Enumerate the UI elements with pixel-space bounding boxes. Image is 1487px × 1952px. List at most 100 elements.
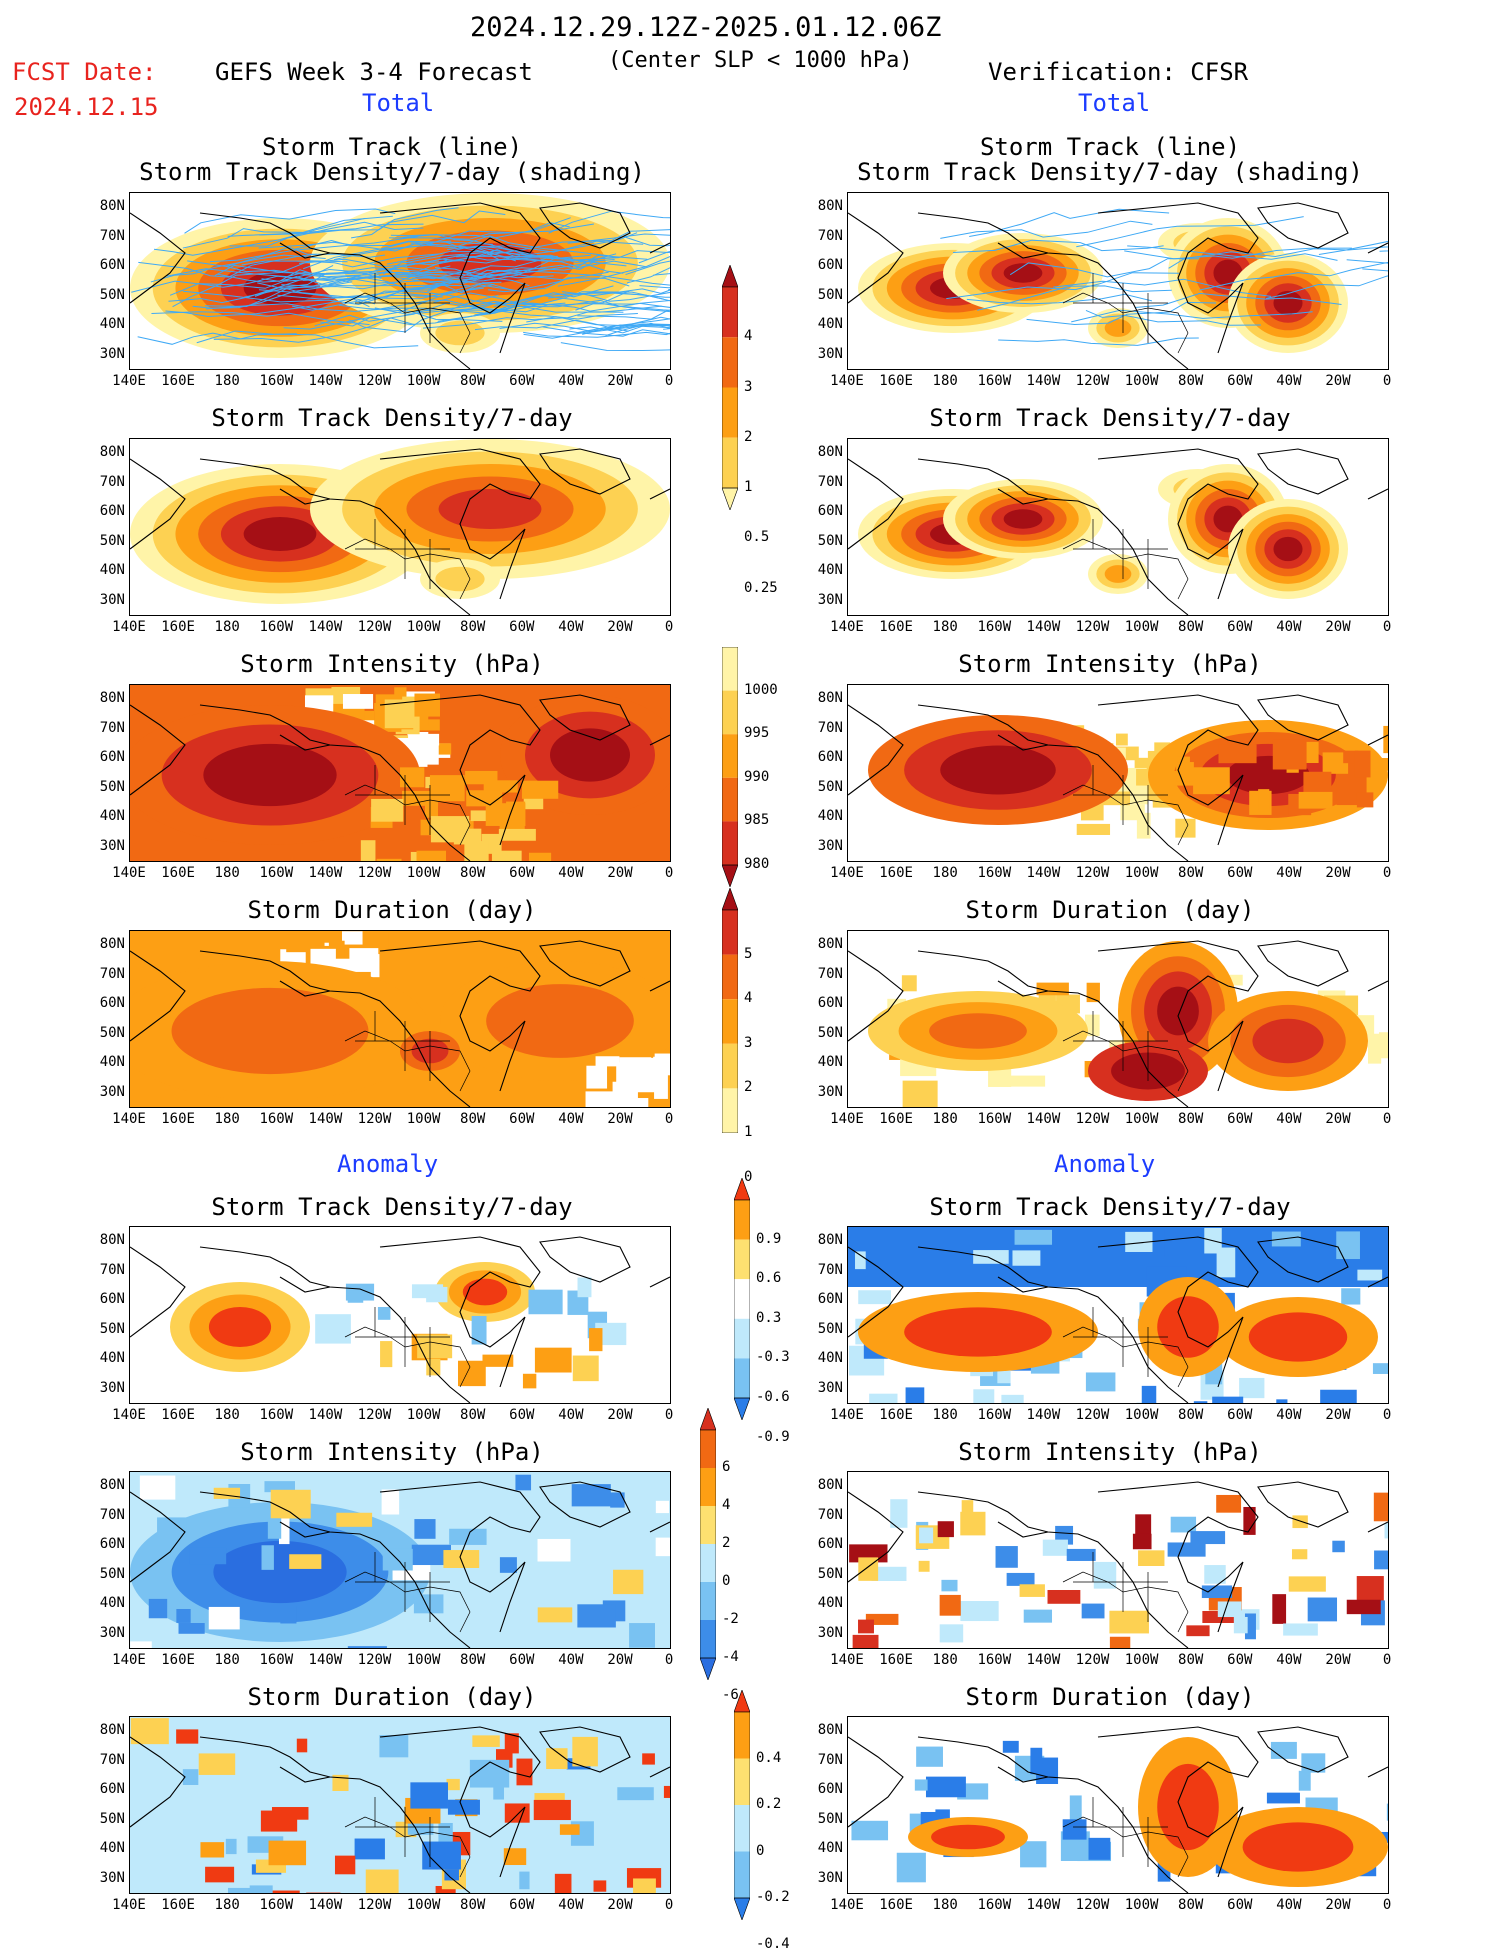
lat-tick-label: 70N	[803, 720, 843, 736]
lat-tick-label: 40N	[803, 1350, 843, 1366]
lon-tick-label: 180	[923, 619, 967, 635]
lon-tick-label: 100W	[1120, 865, 1164, 881]
lon-tick-label: 40W	[549, 1111, 593, 1127]
lon-tick-label: 100W	[1120, 1897, 1164, 1913]
lon-tick-label: 140E	[107, 1652, 151, 1668]
lon-tick-label: 140E	[825, 373, 869, 389]
lon-tick-label: 120W	[1071, 373, 1115, 389]
lon-tick-label: 80W	[1169, 1407, 1213, 1423]
lat-tick-label: 40N	[803, 1054, 843, 1070]
colorbar-tick-label: -0.6	[756, 1389, 790, 1405]
lon-tick-label: 20W	[1316, 373, 1360, 389]
lon-tick-label: 60W	[1218, 1897, 1262, 1913]
colorbar-tick-label: 0	[722, 1573, 730, 1589]
lat-tick-label: 80N	[85, 1722, 125, 1738]
lon-tick-label: 100W	[402, 1407, 446, 1423]
lon-tick-label: 60W	[500, 1111, 544, 1127]
lon-tick-label: 120W	[353, 619, 397, 635]
colorbar-tick-label: -0.4	[756, 1936, 790, 1952]
lon-tick-label: 180	[923, 373, 967, 389]
lat-tick-label: 50N	[803, 1321, 843, 1337]
lat-tick-label: 30N	[85, 1084, 125, 1100]
lon-tick-label: 100W	[402, 1897, 446, 1913]
fcst-date-value: 2024.12.15	[14, 93, 159, 121]
colorbar-tick-label: 0.3	[756, 1310, 781, 1326]
lat-tick-label: 50N	[85, 533, 125, 549]
lat-tick-label: 40N	[803, 1595, 843, 1611]
lon-tick-label: 0	[1365, 373, 1409, 389]
lon-tick-label: 160W	[254, 1111, 298, 1127]
lat-tick-label: 80N	[803, 690, 843, 706]
lat-tick-label: 40N	[85, 1054, 125, 1070]
colorbar-tick-label: 4	[744, 990, 752, 1006]
lon-tick-label: 120W	[1071, 1652, 1115, 1668]
title-intensity-right: Storm Intensity (hPa)	[830, 650, 1390, 678]
lat-tick-label: 70N	[803, 1262, 843, 1278]
lat-tick-label: 60N	[803, 257, 843, 273]
lat-tick-label: 60N	[803, 1536, 843, 1552]
lat-tick-label: 50N	[85, 1566, 125, 1582]
lat-tick-label: 60N	[85, 257, 125, 273]
colorbar-tick-label: 1	[744, 479, 752, 495]
lon-tick-label: 0	[647, 1111, 691, 1127]
lon-tick-label: 20W	[598, 1652, 642, 1668]
fcst-date-label: FCST Date:	[12, 58, 157, 86]
lon-tick-label: 60W	[500, 619, 544, 635]
lon-tick-label: 0	[647, 1652, 691, 1668]
lon-tick-label: 100W	[1120, 373, 1164, 389]
lon-tick-label: 160E	[156, 1652, 200, 1668]
colorbar-tick-label: 3	[744, 379, 752, 395]
lon-tick-label: 80W	[451, 1407, 495, 1423]
lon-tick-label: 160E	[874, 1897, 918, 1913]
title-track-shading-left: Storm Track Density/7-day (shading)	[112, 158, 672, 186]
lon-tick-label: 160E	[874, 1652, 918, 1668]
lon-tick-label: 100W	[1120, 619, 1164, 635]
lon-tick-label: 180	[923, 865, 967, 881]
colorbar-tick-label: 4	[744, 328, 752, 344]
colorbar-tick-label: -2	[722, 1611, 739, 1627]
title-duration-right: Storm Duration (day)	[830, 896, 1390, 924]
lon-tick-label: 180	[205, 1897, 249, 1913]
lon-tick-label: 160E	[156, 373, 200, 389]
colorbar-tick-label: 0.4	[756, 1750, 781, 1766]
lon-tick-label: 60W	[500, 1652, 544, 1668]
lon-tick-label: 140W	[1021, 1652, 1065, 1668]
colorbar-tick-label: -0.9	[756, 1429, 790, 1445]
lat-tick-label: 70N	[85, 966, 125, 982]
lon-tick-label: 180	[923, 1652, 967, 1668]
lon-tick-label: 60W	[1218, 1111, 1262, 1127]
lon-tick-label: 160E	[156, 1111, 200, 1127]
lat-tick-label: 80N	[803, 1232, 843, 1248]
lon-tick-label: 120W	[353, 1652, 397, 1668]
lat-tick-label: 60N	[85, 1536, 125, 1552]
lon-tick-label: 80W	[1169, 865, 1213, 881]
section-anomaly-left: Anomaly	[337, 1150, 438, 1178]
lon-tick-label: 40W	[549, 1407, 593, 1423]
colorbar-tick-label: 1000	[744, 682, 778, 698]
lon-tick-label: 160E	[874, 373, 918, 389]
lat-tick-label: 30N	[803, 346, 843, 362]
lon-tick-label: 40W	[549, 865, 593, 881]
map-panel-right-track	[847, 192, 1389, 370]
lon-tick-label: 80W	[1169, 373, 1213, 389]
colorbar-tick-label: 2	[744, 429, 752, 445]
lon-tick-label: 180	[205, 1407, 249, 1423]
colorbar-tick-label: 2	[722, 1535, 730, 1551]
lon-tick-label: 140E	[825, 1407, 869, 1423]
lon-tick-label: 80W	[1169, 1111, 1213, 1127]
colorbar-tick-label: 0.9	[756, 1231, 781, 1247]
lon-tick-label: 20W	[1316, 1897, 1360, 1913]
colorbar-tick-label: 5	[744, 946, 752, 962]
lat-tick-label: 30N	[85, 592, 125, 608]
lon-tick-label: 140E	[825, 865, 869, 881]
map-panel-left-track	[129, 192, 671, 370]
lon-tick-label: 140W	[1021, 1407, 1065, 1423]
lat-tick-label: 30N	[803, 1625, 843, 1641]
lon-tick-label: 160E	[874, 619, 918, 635]
title-intensity-left: Storm Intensity (hPa)	[112, 650, 672, 678]
map-panel-right-intensity-anom	[847, 1471, 1389, 1649]
lon-tick-label: 160W	[972, 1652, 1016, 1668]
lat-tick-label: 60N	[85, 749, 125, 765]
